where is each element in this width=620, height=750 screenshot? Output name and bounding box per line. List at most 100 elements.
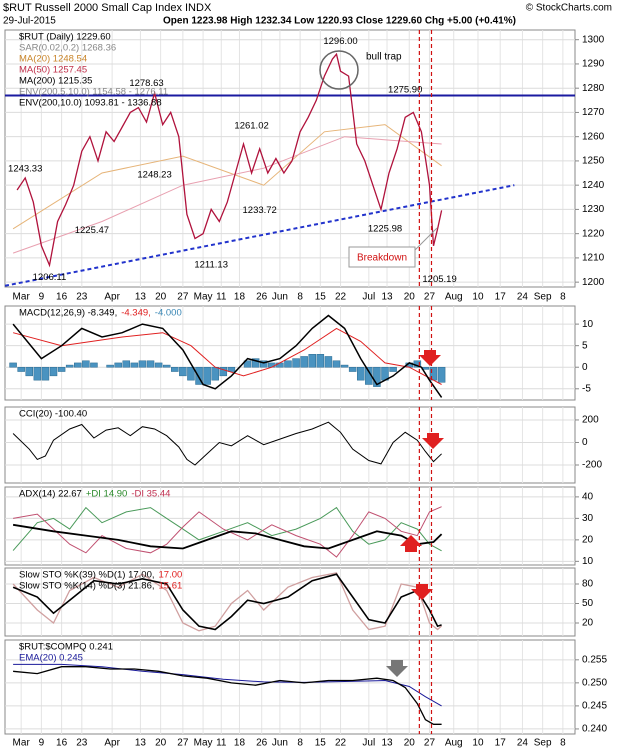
arrow [411, 584, 433, 600]
x-tick-label: 18 [234, 292, 246, 303]
y-tick-label: 0.255 [582, 654, 607, 665]
series-line [12, 327, 442, 385]
x-tick-label: Mar [13, 292, 31, 303]
histogram-bar [57, 366, 66, 372]
legend-entry: EMA(20) 0.245 [19, 653, 83, 664]
histogram-bar [33, 366, 42, 381]
histogram-bar [41, 366, 50, 381]
legend-entry: ADX(14) 22.67 [19, 489, 82, 500]
note: Breakdown [357, 253, 407, 264]
x-tick-label: 13 [381, 292, 393, 303]
x-tick-label: 20 [404, 738, 416, 749]
price-label: 1275.90 [388, 85, 422, 96]
legend-entry: MACD(12,26,9) -8.349, [19, 308, 117, 319]
x-tick-label: 20 [155, 738, 167, 749]
plot-frame [4, 486, 576, 566]
histogram-bar [138, 360, 147, 368]
y-tick-label: 80 [582, 579, 594, 590]
y-tick-label: -5 [582, 383, 591, 394]
y-tick-label: 20 [582, 618, 594, 629]
x-tick-label: 15 [315, 292, 327, 303]
histogram-bar [74, 362, 82, 368]
x-tick-label: Sep [534, 292, 552, 303]
price-label: 1296.00 [323, 36, 357, 47]
x-tick-label: 13 [135, 292, 147, 303]
histogram-bar [324, 356, 333, 368]
histogram-bar [316, 354, 325, 368]
x-tick-label: 9 [39, 738, 45, 749]
y-tick-label: 1240 [582, 180, 605, 191]
x-tick-label: Jun [272, 738, 288, 749]
y-tick-label: 1250 [582, 156, 605, 167]
series-line [13, 663, 442, 707]
legend-entry: CCI(20) -100.40 [19, 409, 87, 420]
y-tick-label: 10 [582, 556, 594, 567]
legend-entry: 15.61 [159, 581, 183, 592]
histogram-bar [373, 366, 381, 387]
x-tick-label: 8 [560, 292, 566, 303]
x-tick-label: Jul [362, 292, 375, 303]
histogram-bar [179, 366, 187, 377]
histogram-bar [284, 360, 292, 368]
x-tick-label: 16 [56, 738, 68, 749]
note: bull trap [366, 52, 402, 63]
histogram-bar [259, 360, 268, 368]
x-tick-label: 22 [335, 292, 347, 303]
legend-entry: +DI 14.90 [86, 489, 127, 500]
legend-entry: MA(20) 1248.54 [19, 54, 87, 65]
callout-circle [319, 50, 359, 90]
quote: Open 1223.98 High 1232.34 Low 1220.93 Cl… [163, 16, 516, 27]
series-line [16, 52, 443, 268]
plot-frame [4, 406, 576, 484]
histogram-bar [227, 366, 236, 372]
x-tick-label: 11 [216, 292, 227, 303]
arrow [422, 433, 444, 449]
y-tick-label: 1300 [582, 34, 605, 45]
x-tick-label: 10 [472, 292, 484, 303]
x-tick-label: May [194, 292, 213, 303]
x-tick-label: 20 [404, 292, 416, 303]
x-tick-label: 8 [297, 738, 303, 749]
price-label: 1243.33 [8, 164, 42, 175]
histogram-bar [195, 366, 203, 385]
y-tick-label: -200 [582, 460, 602, 471]
legend-entry: MA(50) 1257.45 [19, 65, 87, 76]
plot-frame [4, 639, 576, 735]
x-tick-label: May [194, 738, 213, 749]
legend-entry: -4.349, [121, 308, 151, 319]
histogram-bar [65, 364, 74, 368]
x-tick-label: 26 [256, 738, 268, 749]
legend-entry: -4.000 [155, 308, 182, 319]
arrow [386, 660, 408, 677]
series-line [12, 506, 442, 552]
histogram-bar [437, 366, 446, 383]
series-line [12, 124, 442, 230]
y-tick-label: 1220 [582, 228, 605, 239]
price-label: 1233.72 [243, 205, 277, 216]
x-tick-label: Apr [104, 738, 120, 749]
x-tick-label: 20 [155, 292, 167, 303]
x-tick-label: 15 [315, 738, 327, 749]
note-box [348, 246, 416, 268]
x-tick-label: 24 [517, 292, 529, 303]
histogram-bar [389, 366, 397, 372]
x-tick-label: 26 [256, 292, 268, 303]
histogram-bar [332, 360, 341, 368]
histogram-bar [292, 358, 300, 368]
legend-entry: Slow STO %K(14) %D(3) 21.86, [19, 581, 155, 592]
y-tick-label: 0.245 [582, 701, 607, 712]
series-line [12, 573, 442, 631]
price-label: 1261.02 [234, 121, 268, 132]
x-tick-label: 27 [177, 738, 189, 749]
x-tick-label: 18 [234, 738, 246, 749]
x-tick-label: 27 [424, 738, 436, 749]
x-tick-label: Aug [445, 292, 463, 303]
y-tick-label: 1260 [582, 131, 605, 142]
histogram-bar [25, 366, 34, 377]
arrow [400, 535, 422, 552]
y-tick-label: 1230 [582, 204, 605, 215]
histogram-bar [348, 366, 357, 372]
x-tick-label: 13 [135, 738, 147, 749]
histogram-bar [17, 366, 25, 372]
x-tick-label: Sep [534, 738, 552, 749]
